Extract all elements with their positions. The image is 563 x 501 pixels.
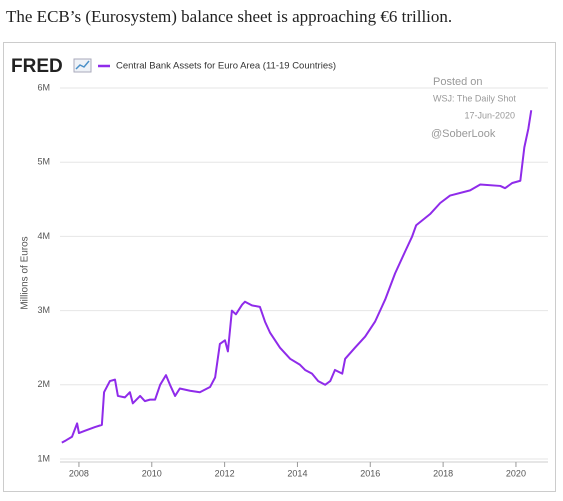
- y-tick-label: 5M: [37, 157, 50, 167]
- logo: FRED: [11, 56, 63, 77]
- chart-frame: [3, 42, 556, 492]
- annotation: @SoberLook: [431, 128, 496, 140]
- annotation: Posted on: [433, 76, 483, 88]
- x-tick-label: 2008: [69, 468, 89, 478]
- x-tick-label: 2016: [360, 468, 380, 478]
- logo-icon-line: [75, 60, 90, 70]
- y-tick-label: 6M: [37, 82, 50, 92]
- x-tick-label: 2010: [142, 468, 162, 478]
- page-title: The ECB’s (Eurosystem) balance sheet is …: [6, 7, 452, 26]
- y-tick-label: 3M: [37, 305, 50, 315]
- legend-label: Central Bank Assets for Euro Area (11-19…: [116, 61, 336, 72]
- data-line: [61, 110, 533, 444]
- y-axis-label: Millions of Euros: [20, 236, 31, 309]
- annotation: 17-Jun-2020: [464, 110, 515, 120]
- y-tick-label: 2M: [37, 379, 50, 389]
- y-tick-label: 1M: [37, 453, 50, 463]
- y-tick-label: 4M: [37, 231, 50, 241]
- x-tick-label: 2018: [433, 468, 453, 478]
- x-tick-label: 2014: [287, 468, 307, 478]
- x-tick-label: 2020: [506, 468, 526, 478]
- annotation: WSJ: The Daily Shot: [433, 93, 516, 103]
- x-tick-label: 2012: [215, 468, 235, 478]
